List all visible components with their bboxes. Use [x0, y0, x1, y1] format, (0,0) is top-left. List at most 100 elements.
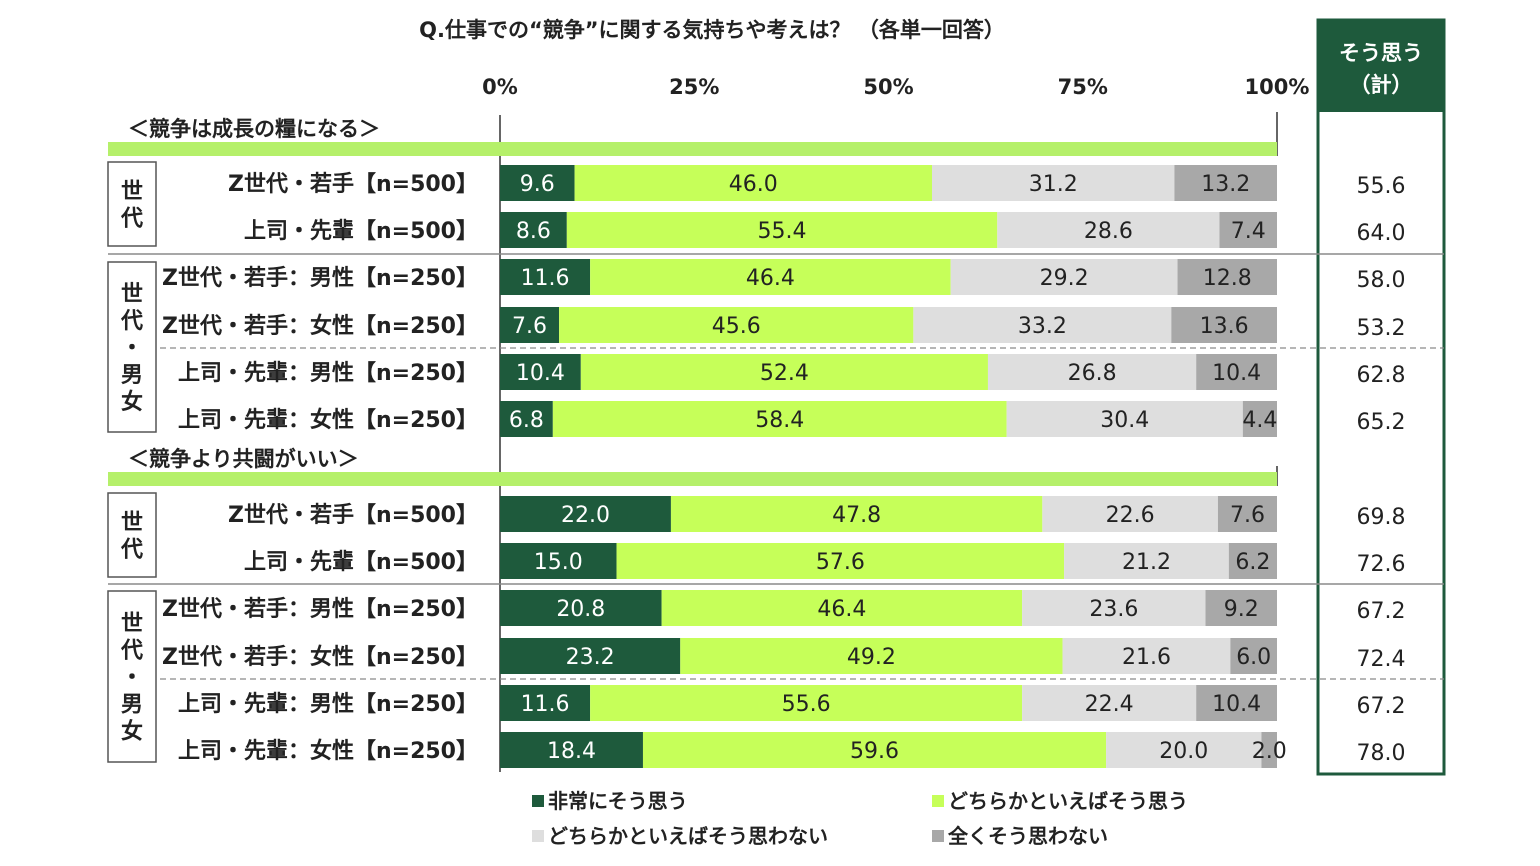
row-label: 上司・先輩：女性【n=250】: [178, 407, 478, 433]
group-label-char: ・: [121, 336, 143, 361]
total-value: 58.0: [1357, 268, 1406, 293]
total-value: 69.8: [1357, 505, 1406, 530]
total-value: 65.2: [1357, 410, 1406, 435]
bar-segment: [590, 685, 1023, 721]
group-label-char: 男: [121, 693, 143, 718]
total-value: 78.0: [1357, 741, 1406, 766]
data-label: 18.4: [547, 739, 596, 764]
group-label-char: 世: [121, 612, 143, 637]
data-label: 23.6: [1089, 597, 1138, 622]
bar-segment: [559, 307, 914, 343]
bar-segment: [1196, 685, 1277, 721]
bar-segment: [1022, 590, 1206, 626]
legend-label: 非常にそう思う: [548, 789, 688, 813]
group-label-char: 世: [121, 282, 143, 307]
data-label: 10.4: [516, 361, 565, 386]
data-label: 55.6: [782, 692, 831, 717]
axis-tick-label: 100%: [1245, 75, 1310, 99]
bar-segment: [642, 732, 1107, 768]
group-label-char: 女: [121, 389, 143, 415]
data-label: 4.4: [1242, 408, 1277, 433]
bar-segment: [500, 638, 681, 674]
data-label: 15.0: [534, 550, 583, 575]
row-label: Z世代・若手：男性【n=250】: [162, 265, 478, 291]
data-label: 2.0: [1252, 739, 1287, 764]
bar-segment: [1205, 590, 1277, 626]
data-label: 45.6: [712, 314, 761, 339]
row-label: Z世代・若手：女性【n=250】: [162, 313, 478, 339]
bar-segment: [1171, 307, 1277, 343]
bar-segment: [987, 354, 1197, 390]
bar-segment: [616, 543, 1065, 579]
legend-swatch: [532, 830, 544, 842]
bar-segment: [1228, 543, 1277, 579]
data-label: 9.6: [520, 172, 555, 197]
legend-label: どちらかといえばそう思う: [948, 789, 1188, 813]
bar-segment: [500, 212, 567, 248]
chart-title: Q.仕事での“競争”に関する気持ちや考えは？ （各単一回答）: [419, 18, 1005, 42]
bar-segment: [500, 543, 617, 579]
data-label: 55.4: [758, 219, 807, 244]
data-label: 6.0: [1236, 645, 1271, 670]
bar-segment: [500, 165, 575, 201]
data-label: 46.0: [729, 172, 778, 197]
bar-segment: [1174, 165, 1277, 201]
data-label: 47.8: [832, 503, 881, 528]
group-label-char: 女: [121, 719, 143, 745]
total-value: 53.2: [1357, 316, 1406, 341]
group-label-box: [107, 492, 157, 578]
data-label: 8.6: [516, 219, 551, 244]
group-label-char: 代: [120, 207, 143, 232]
axis-tick-label: 75%: [1058, 75, 1108, 99]
bar-segment: [500, 732, 643, 768]
row-label: Z世代・若手：女性【n=250】: [162, 644, 478, 670]
bar-segment: [500, 401, 553, 437]
section-band: [108, 472, 1277, 486]
data-label: 52.4: [760, 361, 809, 386]
data-label: 57.6: [816, 550, 865, 575]
bar-segment: [500, 259, 591, 295]
bar-segment: [1196, 354, 1277, 390]
total-value: 72.4: [1357, 647, 1406, 672]
bar-segment: [500, 354, 581, 390]
bar-segment: [1177, 259, 1277, 295]
bar-segment: [574, 165, 933, 201]
data-label: 33.2: [1018, 314, 1067, 339]
bar-segment: [1042, 496, 1218, 532]
data-label: 7.4: [1231, 219, 1266, 244]
data-label: 21.2: [1122, 550, 1171, 575]
data-label: 29.2: [1040, 266, 1089, 291]
group-label-char: 世: [121, 180, 143, 205]
total-value: 62.8: [1357, 363, 1406, 388]
data-label: 22.6: [1106, 503, 1155, 528]
data-label: 11.6: [521, 266, 570, 291]
bar-segment: [500, 685, 591, 721]
section-title: ＜競争より共闘がいい＞: [128, 447, 359, 471]
total-value: 72.6: [1357, 552, 1406, 577]
bar-segment: [500, 496, 671, 532]
data-label: 58.4: [755, 408, 804, 433]
total-column-header: [1318, 20, 1444, 112]
data-label: 31.2: [1029, 172, 1078, 197]
total-value: 67.2: [1357, 694, 1406, 719]
data-label: 46.4: [817, 597, 866, 622]
group-label-box: [107, 261, 157, 433]
data-label: 21.6: [1122, 645, 1171, 670]
row-label: 上司・先輩【n=500】: [244, 219, 478, 244]
row-label: 上司・先輩【n=500】: [244, 550, 478, 575]
row-label: 上司・先輩：男性【n=250】: [178, 692, 478, 717]
data-label: 30.4: [1100, 408, 1149, 433]
bar-segment: [913, 307, 1172, 343]
data-label: 7.6: [1230, 503, 1265, 528]
row-label: Z世代・若手【n=500】: [228, 171, 478, 197]
bar-segment: [1062, 638, 1231, 674]
data-label: 26.8: [1068, 361, 1117, 386]
data-label: 10.4: [1212, 361, 1261, 386]
group-label-char: 代: [120, 309, 143, 334]
data-label: 12.8: [1203, 266, 1252, 291]
bar-segment: [590, 259, 951, 295]
data-label: 7.6: [512, 314, 547, 339]
row-label: 上司・先輩：女性【n=250】: [178, 738, 478, 764]
bar-segment: [1106, 732, 1262, 768]
